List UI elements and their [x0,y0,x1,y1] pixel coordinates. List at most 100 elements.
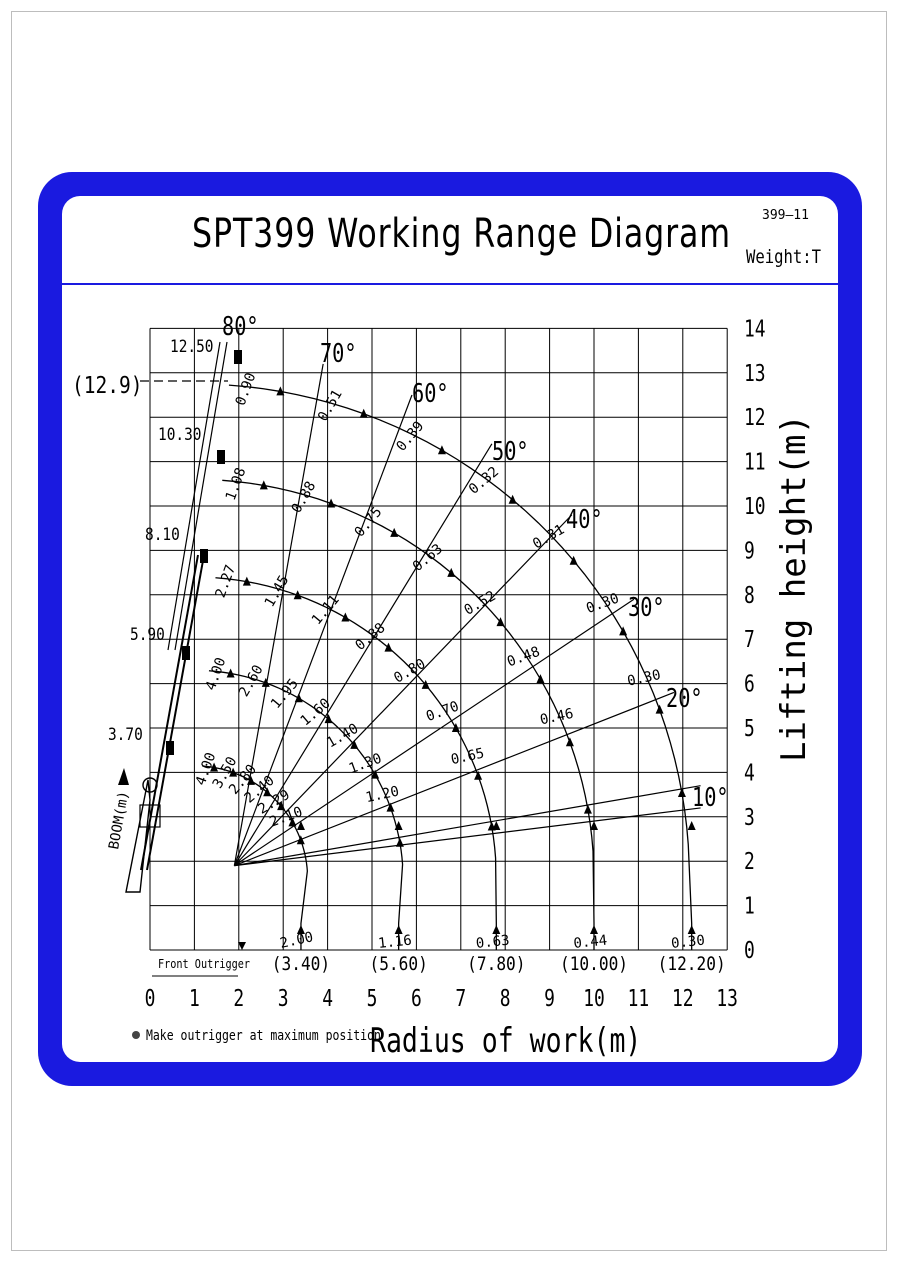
drawing-code: 399—11 [762,208,809,223]
y-tick-label: 1 [744,892,755,919]
load-marker [210,762,219,772]
load-marker [687,925,696,935]
angle-label: 10° [692,783,729,813]
load-marker [437,445,446,455]
load-marker [590,925,598,935]
angle-ray [234,691,675,867]
angle-label: 80° [222,312,259,342]
load-value: 0.75 [352,504,386,540]
load-marker [394,821,403,831]
load-marker [327,498,336,508]
y-axis-title: Lifting height(m) [774,414,814,762]
load-marker [565,737,574,747]
x-tick-label: 8 [500,985,511,1012]
load-value: 0.39 [393,418,427,454]
angle-label: 70° [320,339,357,369]
load-marker [226,668,235,678]
load-marker [492,925,501,935]
angle-ray [234,785,701,867]
load-marker [421,679,430,689]
load-marker [263,787,272,797]
load-marker [583,804,592,814]
load-marker [590,821,598,831]
y-tick-label: 5 [744,715,755,742]
angle-label: 20° [666,684,703,714]
load-marker [390,527,399,537]
angle-ray [233,394,413,866]
load-marker [474,770,483,780]
load-marker [296,925,305,935]
load-marker [619,626,628,636]
load-marker [447,567,456,577]
max-radius-label: (10.00) [560,954,628,976]
boom-arc [228,384,693,950]
load-marker [247,775,256,785]
load-value: 0.65 [449,746,485,769]
y-tick-label: 10 [744,493,766,520]
x-tick-label: 6 [411,985,422,1012]
load-value: 0.46 [539,706,575,729]
load-marker [350,739,359,749]
front-outrigger-label: Front Outrigger [158,957,250,971]
x-tick-label: 10 [583,985,605,1012]
title-divider [62,283,838,285]
boom-arc [222,479,595,950]
boom-axis-label: BOOM(m) [106,790,132,851]
y-tick-label: 9 [744,537,755,564]
x-tick-label: 13 [716,985,738,1012]
boom-length-label: 12.50 [170,336,213,356]
load-marker [242,576,251,586]
max-height-label: (12.9) [72,373,143,400]
load-marker [536,674,545,684]
boom-arcs [202,384,693,950]
boom-length-label: 8.10 [145,524,180,544]
load-value: 1.16 [377,933,412,952]
load-value: 2.00 [278,929,314,952]
crane-boom-drawing [118,341,242,893]
x-tick-label: 4 [322,985,333,1012]
load-marker [508,494,517,504]
page-title: SPT399 Working Range Diagram [192,211,732,257]
angle-label: 40° [566,505,603,535]
x-tick-label: 7 [455,985,466,1012]
diagram-labels: 0 1 2 3 4 5 6 7 8 9 10 11 12 1301234567891011121314Ra… [72,312,814,1061]
weight-unit-label: Weight:T [746,246,822,268]
y-tick-label: 3 [744,804,755,831]
load-value: 0.30 [670,933,705,952]
load-value: 1.95 [268,676,302,712]
x-tick-label: 9 [544,985,555,1012]
x-tick-label: 0 [145,985,156,1012]
y-tick-label: 14 [744,315,766,342]
boom-arc [215,577,497,950]
load-value: 0.30 [626,667,662,690]
angle-label: 50° [492,437,529,467]
y-tick-label: 8 [744,582,755,609]
load-marker [371,769,380,779]
load-value: 0.48 [505,644,542,671]
max-radius-label: (5.60) [369,954,427,976]
load-marker [276,386,285,396]
x-tick-label: 5 [367,985,378,1012]
y-tick-label: 6 [744,670,755,697]
load-marker [384,642,393,652]
load-marker [293,590,302,600]
x-axis-title: Radius of work(m) [370,1022,641,1061]
load-marker [294,693,303,703]
load-marker [296,821,305,831]
angle-ray [233,514,573,867]
note-bullet [132,1031,140,1039]
load-marker [655,704,664,714]
load-marker [288,817,297,827]
load-value: 1.30 [347,751,384,778]
load-marker [259,480,268,490]
angle-label: 60° [412,379,449,409]
load-marker [296,835,305,845]
y-tick-label: 13 [744,360,766,387]
load-marker [492,821,501,831]
x-tick-label: 2 [233,985,244,1012]
load-marker [569,555,578,565]
max-radius-label: (3.40) [272,954,330,976]
x-tick-label: 3 [278,985,289,1012]
load-value: 4.00 [203,656,230,693]
